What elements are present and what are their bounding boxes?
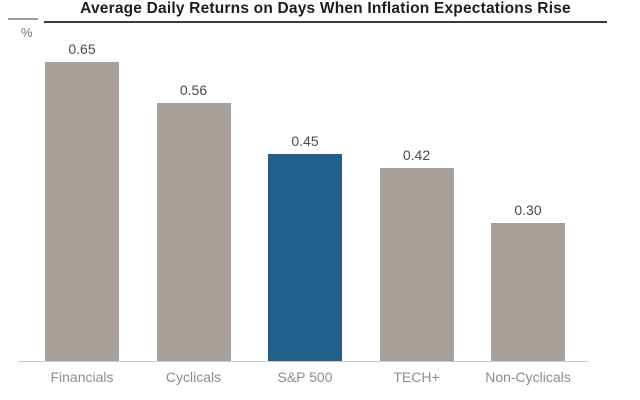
bar [45,62,119,362]
bar [379,168,454,362]
bar-value-label: 0.56 [179,82,208,98]
category-label-cyclicals: Cyclicals [165,369,222,385]
chart-title: Average Daily Returns on Days When Infla… [80,0,571,17]
category-label-financials: Financials [50,369,114,385]
bar [491,223,565,362]
y-axis-unit-label: % [21,25,33,40]
bar-value-label: 0.42 [402,147,431,163]
plot-area: 0.65 0.56 0.45 0.42 0.30 [45,41,565,362]
bar [268,154,342,362]
title-left-dash [8,18,38,20]
category-label-s-p-500: S&P 500 [277,369,333,385]
bar [156,103,231,362]
category-label-non-cyclicals: Non-Cyclicals [485,369,571,385]
bar-value-label: 0.45 [291,133,319,149]
chart-title-block: Average Daily Returns on Days When Infla… [44,0,607,23]
bar-value-label: 0.65 [68,41,96,57]
category-label-tech: TECH+ [393,369,440,385]
bar-value-label: 0.30 [514,202,542,218]
x-axis-line [18,361,588,362]
